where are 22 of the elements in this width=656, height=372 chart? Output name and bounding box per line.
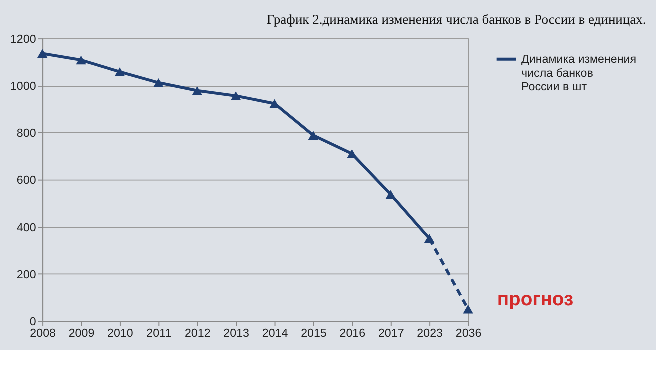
x-tick-label: 2016 xyxy=(340,327,366,340)
y-tick-label: 1000 xyxy=(10,80,36,94)
x-tick-label: 2014 xyxy=(262,327,289,340)
y-tick-label: 600 xyxy=(16,174,36,188)
annotation: прогноз xyxy=(497,288,574,310)
chart-title: График 2.динамика изменения числа банков в России в единицах. xyxy=(266,12,646,28)
x-tick-label: 2011 xyxy=(146,327,172,340)
x-tick-label: 2010 xyxy=(108,327,134,340)
y-tick-label: 1200 xyxy=(10,32,36,46)
x-tick-label: 2036 xyxy=(456,327,482,340)
y-tick-label: 200 xyxy=(16,268,36,282)
y-tick-label: 400 xyxy=(16,221,36,234)
x-tick-label: 2017 xyxy=(378,327,404,340)
y-tick-label: 0 xyxy=(30,315,36,328)
legend-label: Динамика изменения числа банков России в шт xyxy=(522,53,637,94)
x-tick-label: 2009 xyxy=(68,327,95,340)
x-tick-label: 2013 xyxy=(224,327,250,340)
x-tick-label: 2023 xyxy=(417,327,443,340)
y-tick-label: 800 xyxy=(16,127,36,140)
x-tick-label: 2012 xyxy=(184,327,211,340)
x-tick-label: 2015 xyxy=(301,327,327,340)
x-tick-label: 2008 xyxy=(30,327,56,340)
